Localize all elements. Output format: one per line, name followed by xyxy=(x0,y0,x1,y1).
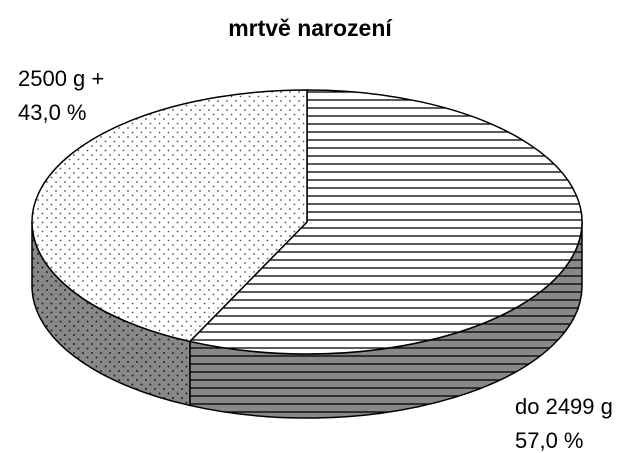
chart-title: mrtvě narození xyxy=(228,15,393,41)
slice-label: 2500 g + xyxy=(18,66,104,91)
slice-label: do 2499 g xyxy=(515,394,613,419)
pie-slice xyxy=(188,89,583,355)
slice-value-label: 43,0 % xyxy=(18,100,87,125)
slice-value-label: 57,0 % xyxy=(515,428,584,453)
pie-slice xyxy=(31,89,308,343)
